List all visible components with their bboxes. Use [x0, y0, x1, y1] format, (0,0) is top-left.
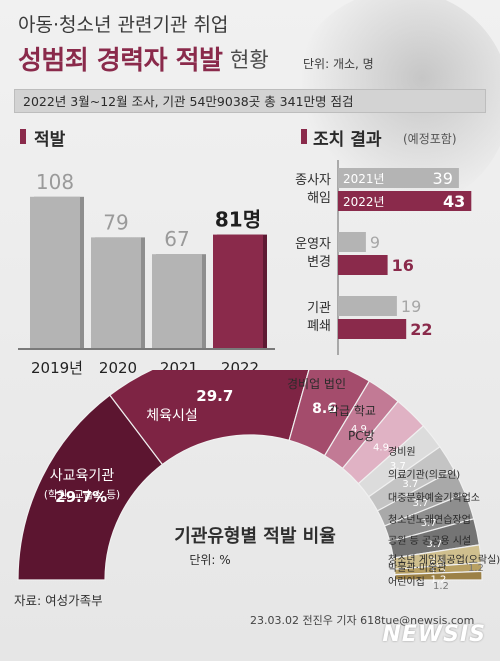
left-section-title: 적발: [34, 130, 66, 150]
institution-type-donut-chart: 29.7%29.78.64.94.93.73.73.73.73.72.51.21…: [17, 370, 500, 592]
action-value-label: 19: [401, 297, 421, 316]
right-section-subtitle: (예정포함): [403, 132, 457, 146]
detection-value-label: 108: [36, 170, 74, 194]
action-group-label: 종사자: [295, 173, 331, 188]
action-group-label: 폐쇄: [307, 319, 331, 334]
action-value-label: 43: [443, 192, 465, 211]
header-kicker: 아동·청소년 관련기관 취업: [18, 14, 229, 36]
left-section-marker: [20, 129, 26, 144]
source-note: 자료: 여성가족부: [14, 593, 103, 608]
donut-value-label: 3.7: [390, 461, 406, 472]
donut-slice: [394, 570, 483, 581]
action-series-label: 2021년: [343, 172, 385, 186]
action-bar: [338, 255, 388, 275]
action-group-label: 운영자: [295, 237, 331, 252]
newsis-logo: NEWSIS: [382, 622, 486, 647]
donut-slice-name: 대중문화예술기획업소: [388, 491, 480, 504]
action-value-label: 39: [433, 169, 453, 188]
action-group-label: 해임: [307, 191, 331, 206]
action-group-label: 변경: [307, 255, 331, 270]
action-bar: [338, 296, 397, 316]
credit-line: 23.03.02 전진우 기자 618tue@newsis.com: [250, 614, 475, 627]
donut-value-label: 4.9: [351, 424, 367, 435]
donut-slice-name: 어린이집: [388, 576, 425, 588]
action-value-label: 9: [370, 233, 380, 252]
action-value-label: 22: [410, 320, 432, 339]
detection-value-label: 67: [164, 227, 189, 251]
detection-year-label: 2020: [99, 359, 137, 377]
action-series-label: 2022년: [343, 195, 385, 209]
detection-bar: [91, 237, 141, 348]
donut-slice-name: 경비원: [388, 445, 416, 458]
donut-slice-name: PC방: [348, 429, 375, 443]
page-title: 성범죄 경력자 적발: [18, 46, 223, 76]
donut-slice-name: 체육시설: [146, 408, 198, 424]
page-title-tail: 현황: [230, 48, 269, 72]
donut-slice-name: 사교육기관: [50, 468, 115, 484]
donut-outside-value: 1.2: [468, 563, 484, 574]
action-value-label: 16: [392, 256, 414, 275]
donut-value-label: 3.7: [421, 518, 437, 529]
action-bar: [338, 168, 459, 188]
action-bar: [338, 191, 472, 211]
donut-slice-name: 각급 학교: [328, 404, 376, 418]
detection-bar: [213, 234, 263, 348]
donut-value-label: 3.7: [426, 539, 442, 550]
action-bar: [338, 319, 407, 339]
donut-slice-name: 공원 등 공공용 시설: [388, 535, 471, 547]
detection-bar: [152, 254, 202, 348]
donut-unit: 단위: %: [189, 553, 230, 567]
donut-value-label: 2.5: [429, 557, 445, 568]
unit-label: 단위: 개소, 명: [303, 57, 374, 71]
donut-slice-name: 청소년 게임제공업(오락실): [388, 553, 500, 566]
donut-value-label: 3.7: [413, 498, 429, 509]
donut-value-label: 8.6: [312, 401, 337, 417]
donut-value-label: 29.7: [196, 387, 233, 405]
donut-slice-name: 의료기관(의료인): [388, 469, 460, 481]
donut-slice-name: 청소년노래연습장업: [388, 513, 471, 526]
donut-slice-sublabel: (학원, 교습소 등): [44, 489, 120, 501]
donut-value-label: 29.7%: [55, 488, 107, 506]
detection-value-label: 81명: [215, 208, 261, 232]
right-section-title: 조치 결과: [313, 130, 382, 150]
donut-title: 기관유형별 적발 비율: [174, 526, 336, 547]
donut-slice-name: 박물관·미술관: [388, 562, 446, 574]
right-section-marker: [301, 129, 307, 144]
detection-bar: [30, 196, 80, 348]
action-group-label: 기관: [307, 301, 331, 316]
donut-value-label: 3.7: [402, 479, 418, 490]
donut-slice: [108, 370, 310, 466]
detection-value-label: 79: [103, 210, 128, 234]
action-bar: [338, 232, 366, 252]
detection-year-label: 2019년: [31, 359, 83, 377]
donut-slice-name: 경비업 법인: [287, 377, 346, 391]
donut-outside-value: 1.2: [433, 581, 449, 592]
survey-note: 2022년 3월~12월 조사, 기관 54만9038곳 총 341만명 점검: [14, 89, 486, 113]
donut-value-label: 4.9: [373, 442, 389, 453]
donut-value-label: 1.2: [431, 574, 447, 585]
